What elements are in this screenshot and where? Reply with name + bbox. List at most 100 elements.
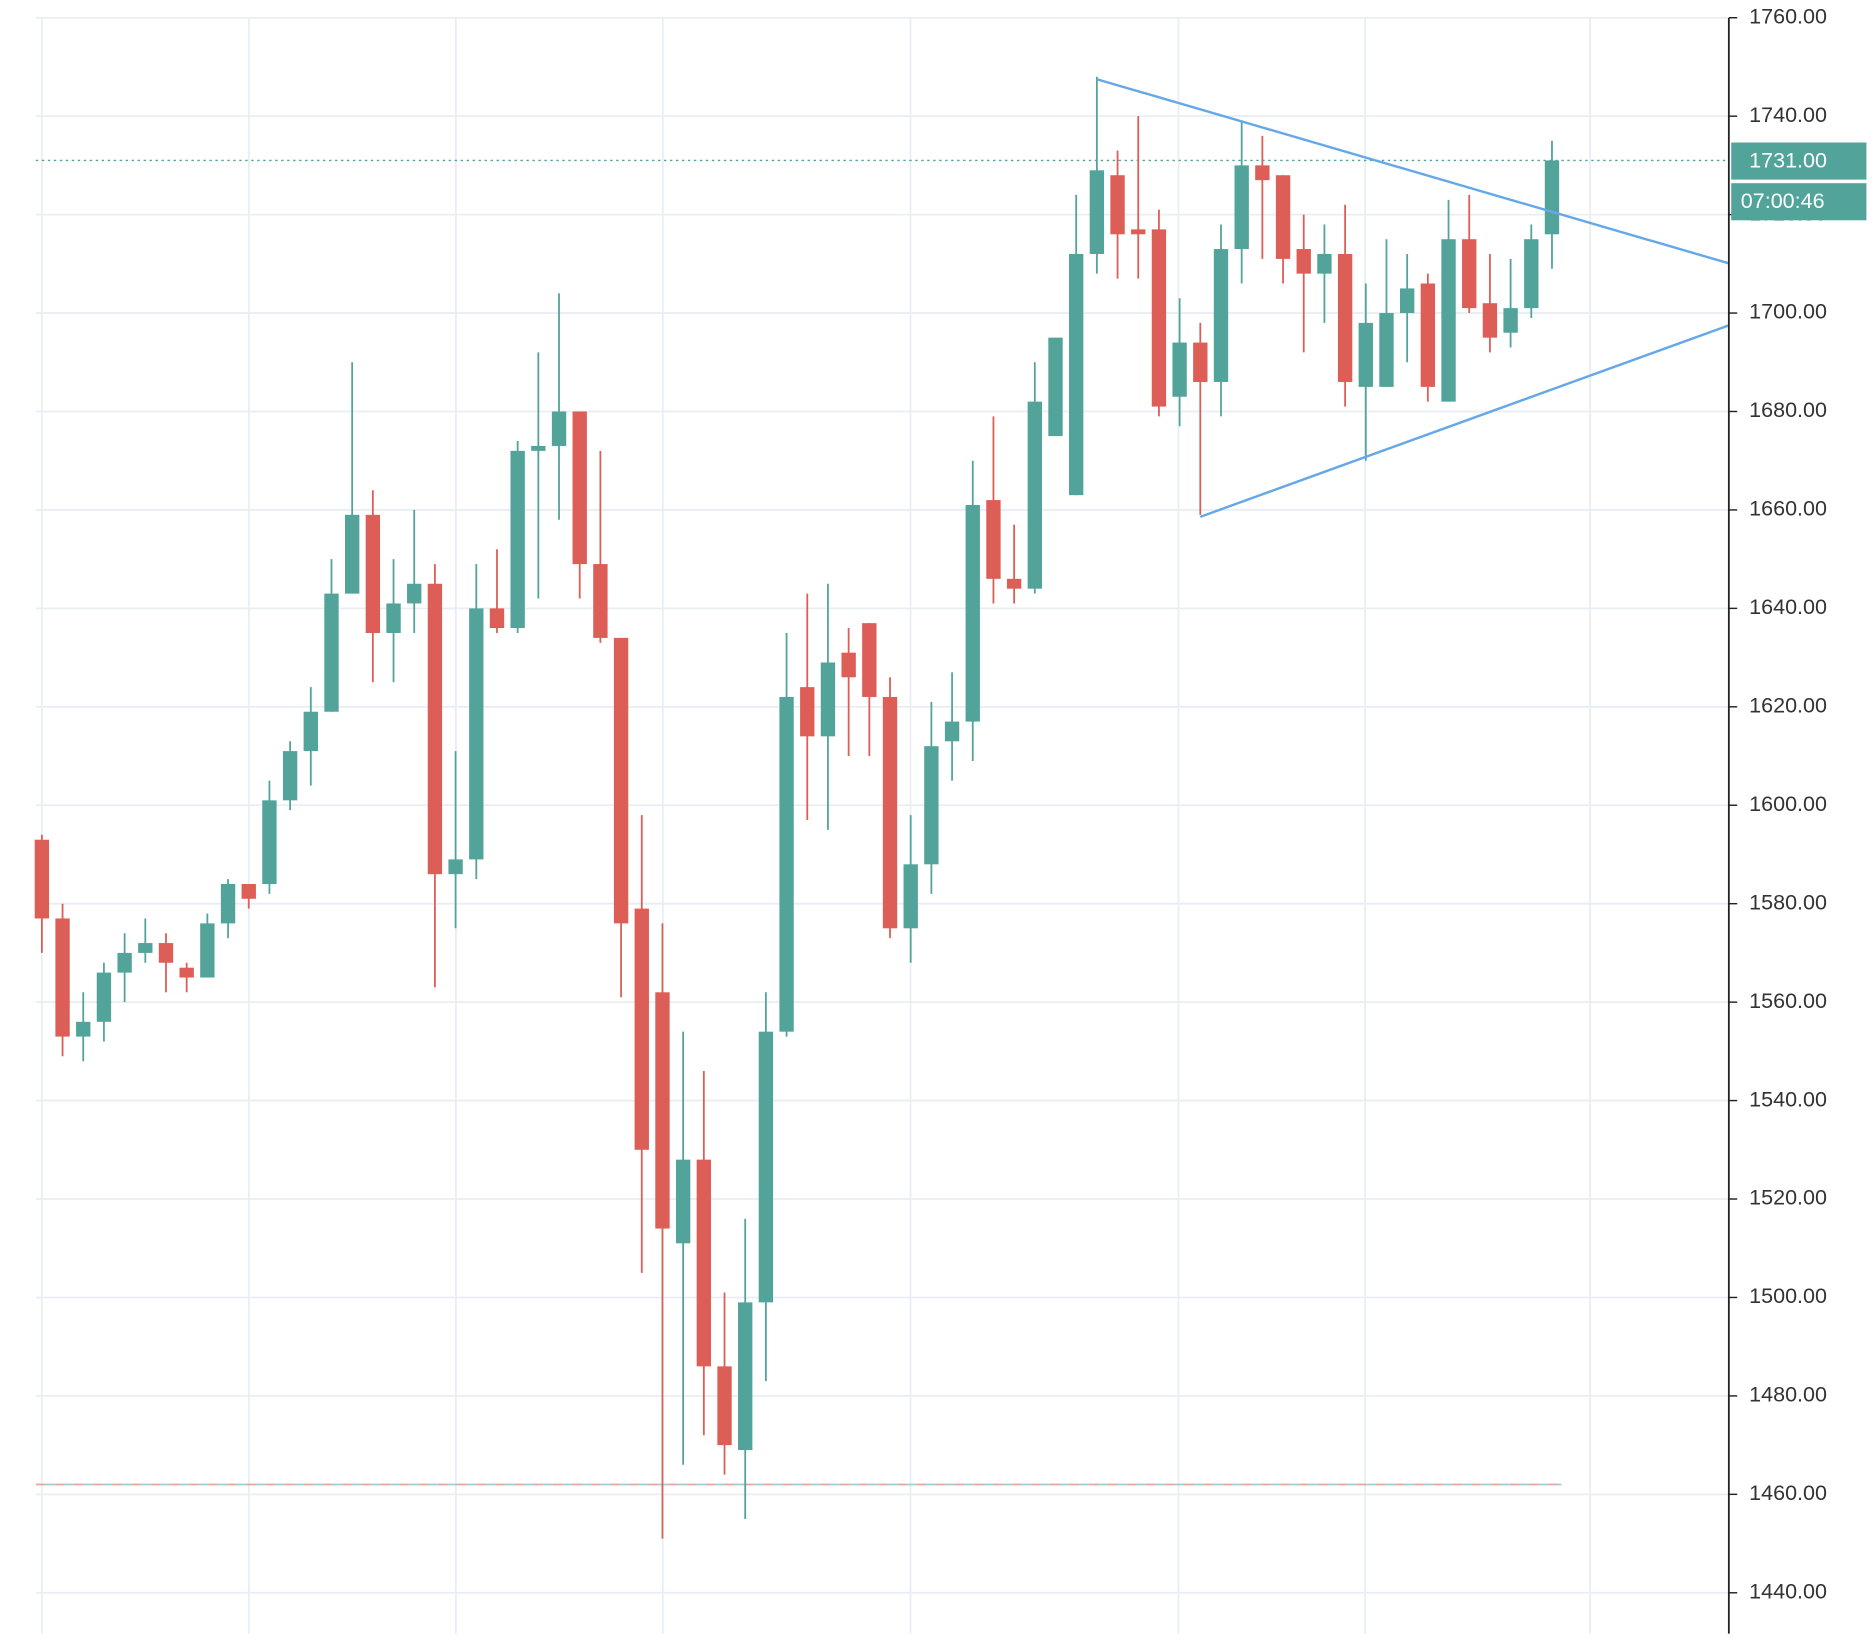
y-tick-label: 1500.00 (1749, 1284, 1827, 1308)
y-tick-label: 1700.00 (1749, 300, 1827, 324)
candle-body (200, 923, 215, 978)
y-tick-label: 1760.00 (1749, 4, 1827, 28)
candle-body (882, 696, 898, 929)
candle-body (1255, 165, 1270, 181)
candle-body (841, 652, 856, 678)
candle-body (324, 593, 339, 712)
grid (35, 16, 1729, 1634)
candle-body (1441, 239, 1456, 402)
y-tick-label: 1560.00 (1749, 989, 1827, 1013)
candle-body (448, 859, 463, 875)
candle-body (1275, 175, 1291, 259)
y-tick-label: 1740.00 (1749, 103, 1827, 127)
trendline (1096, 78, 1730, 265)
candle-body (1213, 249, 1229, 382)
candle-body (365, 514, 381, 633)
candle-body (593, 564, 608, 638)
candle-body (1089, 170, 1105, 254)
candle-body (303, 711, 318, 752)
candle-body (1006, 578, 1022, 589)
candle-body (696, 1159, 712, 1367)
candle-body (1193, 342, 1208, 382)
price-label: 1731.00 (1749, 148, 1827, 172)
y-tick-label: 1620.00 (1749, 693, 1827, 717)
price-label-box (1731, 142, 1867, 180)
candle-body (1482, 303, 1498, 338)
y-tick-label: 1480.00 (1749, 1383, 1827, 1407)
y-tick-label: 1460.00 (1749, 1481, 1827, 1505)
candle-body (1420, 283, 1436, 387)
candle-body (1131, 229, 1146, 235)
candle-body (117, 952, 132, 973)
candle-body (1048, 337, 1063, 437)
candle-body (1524, 239, 1539, 309)
candle-body (76, 1021, 91, 1037)
candle-body (158, 943, 174, 963)
candle-body (738, 1302, 753, 1451)
candle-body (427, 583, 443, 875)
candle-body (531, 445, 546, 451)
candle-body (1027, 401, 1042, 589)
plot (34, 76, 1730, 1539)
candle-body (1172, 342, 1187, 397)
candle-body (1151, 229, 1167, 407)
candle-body (1544, 160, 1560, 235)
trendline (1199, 324, 1730, 518)
candle-body (1399, 288, 1415, 314)
candle-body (386, 603, 401, 633)
candle-body (34, 839, 50, 919)
candle-body (924, 746, 939, 865)
candle-body (1110, 175, 1125, 235)
candle-body (510, 450, 525, 629)
candle-body (903, 864, 918, 929)
candle-body (179, 967, 194, 978)
candle-body (1296, 249, 1311, 274)
candle-body (1234, 165, 1249, 250)
candle-body (138, 943, 153, 953)
y-tick-label: 1680.00 (1749, 398, 1827, 422)
candle-body (944, 721, 960, 742)
candle-body (1379, 313, 1394, 387)
candle-body (1358, 322, 1373, 387)
candle-body (551, 411, 567, 446)
y-tick-label: 1580.00 (1749, 890, 1827, 914)
candle-body (407, 583, 422, 604)
y-tick-label: 1660.00 (1749, 497, 1827, 521)
candle-body (572, 411, 587, 565)
candle-body (344, 514, 360, 594)
y-tick-label: 1440.00 (1749, 1579, 1827, 1603)
candle-body (655, 992, 670, 1229)
candle-body (55, 918, 70, 1037)
candle-body (758, 1031, 774, 1303)
candle-body (1462, 239, 1477, 309)
price-axis-labels: 1440.00 1460.00 1480.00 1500.00 1520.00 1540.… (1728, 4, 1867, 1603)
candle-body (862, 623, 877, 697)
candle-body (800, 687, 815, 737)
candle-body (675, 1159, 691, 1244)
y-tick-label: 1520.00 (1749, 1186, 1827, 1210)
countdown-box (1731, 183, 1867, 221)
candle-body (1337, 253, 1353, 382)
candle-body (1069, 253, 1084, 496)
candle-body (986, 500, 1001, 579)
candle-body (262, 800, 277, 885)
candle-body (220, 884, 236, 924)
y-tick-label: 1640.00 (1749, 595, 1827, 619)
candle-body (965, 505, 980, 722)
candle-body (241, 884, 256, 899)
y-tick-label: 1540.00 (1749, 1087, 1827, 1111)
candle-body (469, 608, 484, 860)
candle-body (1503, 308, 1518, 333)
candle-body (489, 608, 505, 629)
candle-body (634, 908, 649, 1150)
candle-body (282, 751, 298, 801)
candle-body (779, 696, 794, 1032)
candle-body (1317, 253, 1332, 274)
candle-body (717, 1366, 732, 1446)
candle-body (96, 972, 112, 1022)
candle-body (613, 637, 629, 924)
countdown-label: 07:00:46 (1741, 189, 1825, 213)
candle-body (820, 662, 836, 737)
